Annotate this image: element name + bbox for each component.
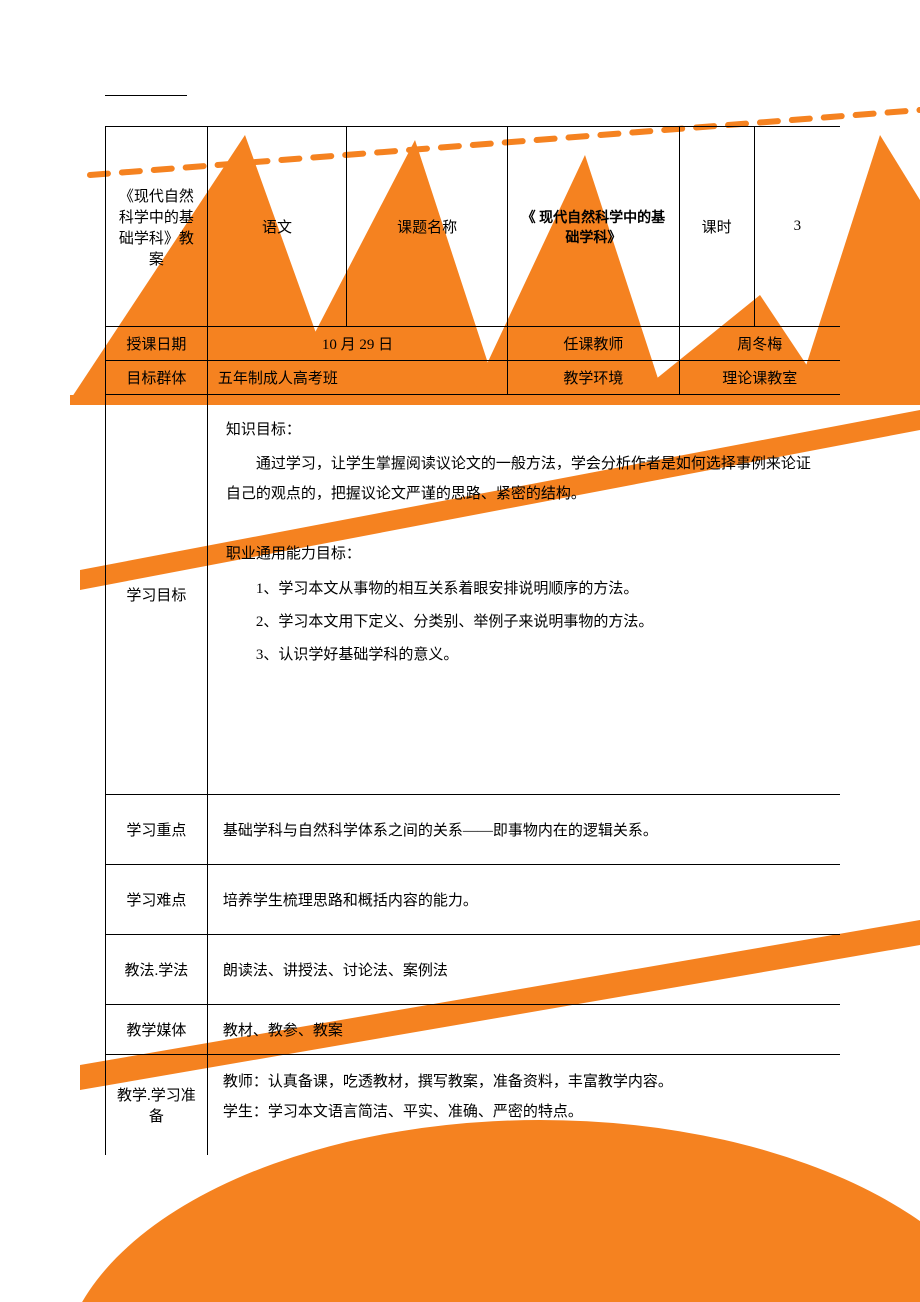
goals-label: 学习目标	[106, 395, 208, 795]
focus-label: 学习重点	[106, 795, 208, 865]
ability-item-3: 3、认识学好基础学科的意义。	[226, 639, 822, 672]
ability-goal-title: 职业通用能力目标：	[226, 539, 822, 569]
top-underline	[105, 95, 187, 96]
media-body: 教材、教参、教案	[207, 1005, 840, 1055]
difficulty-body: 培养学生梳理思路和概括内容的能力。	[207, 865, 840, 935]
method-label: 教法.学法	[106, 935, 208, 1005]
table-row: 学习难点 培养学生梳理思路和概括内容的能力。	[106, 865, 841, 935]
course-title-label: 《现代自然科学中的基础学科》教案	[106, 127, 208, 327]
prep-label: 教学.学习准备	[106, 1055, 208, 1155]
topic-name-label: 课题名称	[347, 127, 508, 327]
difficulty-label: 学习难点	[106, 865, 208, 935]
env-label: 教学环境	[508, 361, 680, 395]
table-row: 教法.学法 朗读法、讲授法、讨论法、案例法	[106, 935, 841, 1005]
target-label: 目标群体	[106, 361, 208, 395]
class-hours-value: 3	[754, 127, 840, 327]
target-value: 五年制成人高考班	[207, 361, 507, 395]
env-value: 理论课教室	[679, 361, 840, 395]
table-row: 目标群体 五年制成人高考班 教学环境 理论课教室	[106, 361, 841, 395]
prep-content: 教师：认真备课，吃透教材，撰写教案，准备资料，丰富教学内容。 学生：学习本文语言…	[207, 1055, 840, 1155]
media-label: 教学媒体	[106, 1005, 208, 1055]
prep-student: 学生：学习本文语言简洁、平实、准确、严密的特点。	[223, 1097, 825, 1127]
table-row: 学习重点 基础学科与自然科学体系之间的关系——即事物内在的逻辑关系。	[106, 795, 841, 865]
focus-body: 基础学科与自然科学体系之间的关系——即事物内在的逻辑关系。	[207, 795, 840, 865]
lesson-plan-table: 《现代自然科学中的基础学科》教案 语文 课题名称 《 现代自然科学中的基础学科》…	[105, 126, 840, 1155]
table-row: 教学媒体 教材、教参、教案	[106, 1005, 841, 1055]
subject-cell: 语文	[207, 127, 346, 327]
ability-item-1: 1、学习本文从事物的相互关系着眼安排说明顺序的方法。	[226, 573, 822, 606]
table-row: 学习目标 知识目标： 通过学习，让学生掌握阅读议论文的一般方法，学会分析作者是如…	[106, 395, 841, 795]
teacher-label: 任课教师	[508, 327, 680, 361]
date-label: 授课日期	[106, 327, 208, 361]
table-row: 教学.学习准备 教师：认真备课，吃透教材，撰写教案，准备资料，丰富教学内容。 学…	[106, 1055, 841, 1155]
table-row: 授课日期 10 月 29 日 任课教师 周冬梅	[106, 327, 841, 361]
method-body: 朗读法、讲授法、讨论法、案例法	[207, 935, 840, 1005]
ability-item-2: 2、学习本文用下定义、分类别、举例子来说明事物的方法。	[226, 606, 822, 639]
prep-teacher: 教师：认真备课，吃透教材，撰写教案，准备资料，丰富教学内容。	[223, 1067, 825, 1097]
topic-name-value: 《 现代自然科学中的基础学科》	[508, 127, 680, 327]
date-value: 10 月 29 日	[207, 327, 507, 361]
knowledge-goal-title: 知识目标：	[226, 415, 822, 445]
table-row: 《现代自然科学中的基础学科》教案 语文 课题名称 《 现代自然科学中的基础学科》…	[106, 127, 841, 327]
goals-content: 知识目标： 通过学习，让学生掌握阅读议论文的一般方法，学会分析作者是如何选择事例…	[207, 395, 840, 795]
knowledge-goal-body: 通过学习，让学生掌握阅读议论文的一般方法，学会分析作者是如何选择事例来论证自己的…	[226, 449, 822, 509]
class-hours-label: 课时	[679, 127, 754, 327]
document-content: 《现代自然科学中的基础学科》教案 语文 课题名称 《 现代自然科学中的基础学科》…	[0, 0, 920, 1155]
teacher-value: 周冬梅	[679, 327, 840, 361]
